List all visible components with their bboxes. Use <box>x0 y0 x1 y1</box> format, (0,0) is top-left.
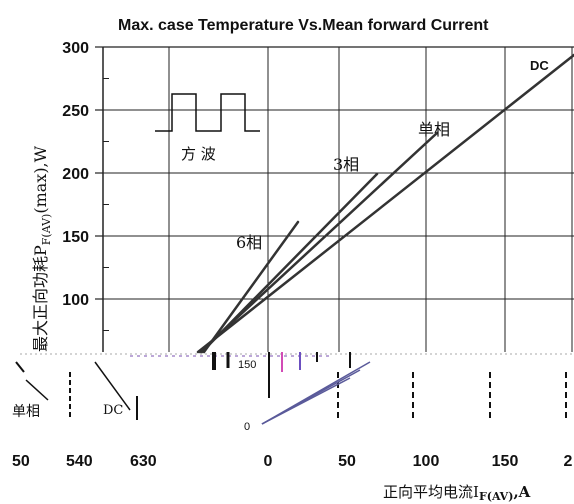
y-axis-label: 最大正向功耗PF(AV)(max),W <box>31 145 53 352</box>
series-label-3-phase: 3相 <box>333 155 359 174</box>
y-tick-label: 100 <box>62 292 89 309</box>
series-label-single-phase: 单相 <box>418 120 450 139</box>
y-tick-labels: 300 250 200 150 100 <box>62 40 89 309</box>
x-axis-label-tail: ,A <box>513 483 530 501</box>
lower-label-single-phase: 单相 <box>12 404 40 420</box>
lower-tick: 540 <box>66 453 93 470</box>
lower-tick: 630 <box>130 453 157 470</box>
y-axis-label-tail: (max),W <box>31 145 50 213</box>
corrupted-strip: 150 0 单相 DC <box>12 352 574 433</box>
inset-label: 方 波 <box>181 145 216 163</box>
y-axis-label-main: 最大正向功耗P <box>31 245 50 352</box>
x-axis-label-sub: F(AV) <box>479 490 514 503</box>
series-line-1 <box>196 53 574 354</box>
lower-ytick-150: 150 <box>238 359 256 371</box>
x-tick-label: 0 <box>264 453 273 470</box>
y-tick-label: 200 <box>62 166 89 183</box>
y-tick-label: 300 <box>62 40 89 57</box>
chart-title: Max. case Temperature Vs.Mean forward Cu… <box>118 17 489 34</box>
y-tick-label: 150 <box>62 229 89 246</box>
square-wave-inset: 方 波 <box>155 93 260 163</box>
lower-ytick-0: 0 <box>244 421 250 433</box>
series-labels: DC 单相 3相 6相 <box>236 58 549 252</box>
x-tick-label: 50 <box>338 453 356 470</box>
strip-mark <box>15 361 25 373</box>
x-tick-labels: 0 50 100 150 2 <box>264 453 573 470</box>
y-tick-label: 250 <box>62 103 89 120</box>
strip-mark <box>94 361 131 411</box>
series-label-6-phase: 6相 <box>236 233 262 252</box>
x-axis-label-main: 正向平均电流I <box>383 483 479 501</box>
series-label-dc: DC <box>530 58 549 73</box>
lower-label-dc: DC <box>103 403 123 418</box>
series-line-3 <box>200 172 379 354</box>
strip-mark <box>25 379 49 401</box>
y-axis-label-sub: F(AV) <box>40 214 53 246</box>
x-tick-label: 150 <box>492 453 519 470</box>
x-tick-label: 2 <box>564 453 573 470</box>
x-axis-label: 正向平均电流IF(AV),A <box>383 483 531 503</box>
x-tick-label: 100 <box>413 453 440 470</box>
square-wave-icon <box>155 93 260 132</box>
grid <box>95 46 574 352</box>
lower-axis-ticks: 50 540 630 <box>12 453 157 470</box>
series-line-4 <box>202 220 300 354</box>
series-lines <box>196 53 574 354</box>
lower-tick: 50 <box>12 453 30 470</box>
strip-mini-line <box>261 377 351 425</box>
